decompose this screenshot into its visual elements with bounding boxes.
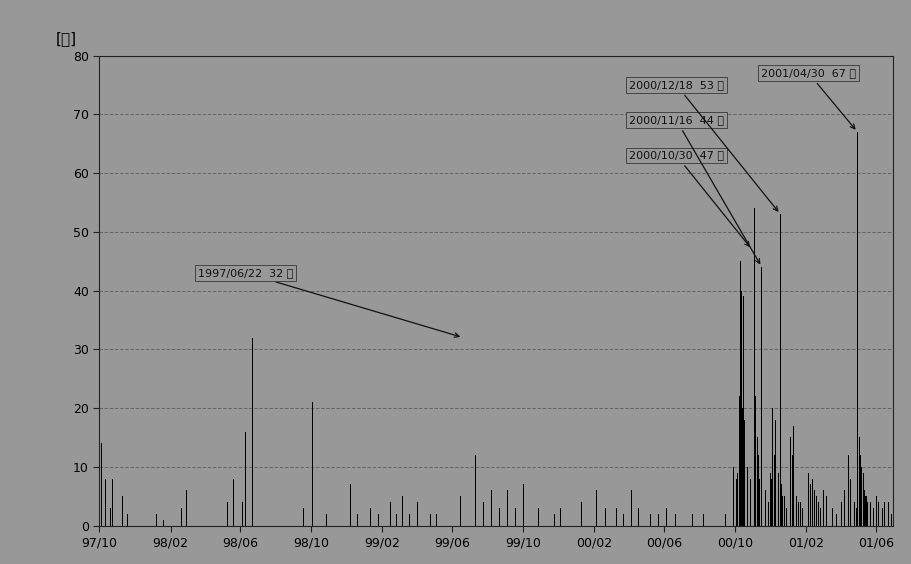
Text: [回]: [回]: [56, 31, 77, 46]
Text: 1997/06/22  32 回: 1997/06/22 32 回: [198, 268, 459, 337]
Text: 2000/12/18  53 回: 2000/12/18 53 回: [629, 80, 778, 211]
Text: 2000/10/30  47 回: 2000/10/30 47 回: [629, 151, 750, 246]
Text: 2000/11/16  44 回: 2000/11/16 44 回: [629, 115, 760, 263]
Text: 2001/04/30  67 回: 2001/04/30 67 回: [762, 68, 856, 129]
